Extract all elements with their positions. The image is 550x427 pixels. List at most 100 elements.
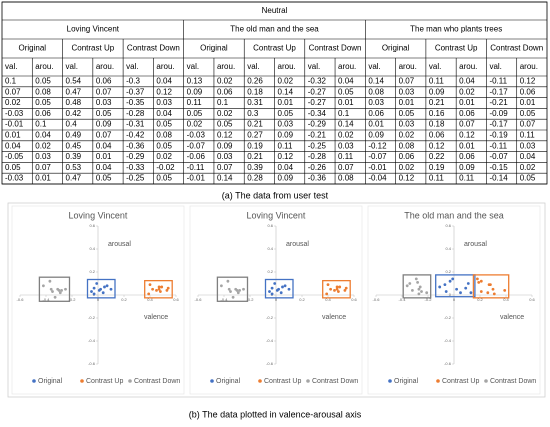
table-cell: 0.16 [429,109,445,118]
table-cell: 0.06 [399,152,415,161]
table-cell: 0.09 [368,131,384,140]
table-cell: 0.11 [278,141,294,150]
table-title: Neutral [262,6,288,15]
point [416,280,419,284]
table-cell: -0.06 [187,152,206,161]
cluster-box [38,276,71,302]
table-cell: 0.07 [217,163,233,172]
table-cell: 0.12 [278,152,294,161]
table-cell: -0.27 [308,87,327,96]
x-tick-label: 0 [453,297,456,302]
y-tick-label: 0.4 [267,246,273,251]
table-cell: 0.14 [278,87,294,96]
table-cell: 0.05 [96,109,112,118]
legend-label: Contrast Up [86,378,123,385]
condition-header: Contrast Down [490,44,543,53]
table-cell: -0.01 [187,174,206,183]
table-cell: 0.06 [35,109,51,118]
y-axis-label: arousal [108,241,131,248]
point [287,287,291,291]
y-tick-label: 0.6 [445,223,451,228]
point [338,285,342,289]
table-cell: -0.3 [126,77,140,86]
table-cell: 0.06 [520,87,536,96]
table-cell: 0.05 [156,174,172,183]
table-cell: -0.11 [489,77,507,86]
point [438,285,442,289]
y-tick-label: -0.6 [88,361,96,366]
y-tick-label: -0.4 [88,338,96,343]
table-cell: 0.07 [96,131,112,140]
point [335,285,339,289]
table-cell: 0.1 [217,98,229,107]
x-tick-label: -0.4 [221,297,229,302]
point [270,292,274,296]
point [491,287,495,291]
table-cell: 0.05 [278,109,294,118]
table-cell: 0.04 [96,163,112,172]
x-axis-label: valence [500,314,524,321]
table-cell: 0.07 [5,87,21,96]
x-tick-label: -0.2 [425,297,433,302]
legend-marker [436,379,440,383]
table-cell: 0.06 [368,109,384,118]
table-cell: -0.14 [489,174,508,183]
film-header: The old man and the sea [230,25,319,34]
point [479,279,483,283]
table-cell: 0.04 [459,77,475,86]
table-cell: 0.12 [156,87,172,96]
table-cell: 0.02 [217,77,233,86]
table-cell: 0.01 [520,98,536,107]
point [159,290,162,293]
point [95,282,99,285]
sub-header: arou. [399,62,417,71]
table-cell: 0.05 [5,163,21,172]
table-cell: -0.17 [489,120,508,129]
x-axis-label: valence [144,314,168,321]
point [281,285,284,289]
x-tick-label: 0.6 [351,297,357,302]
y-tick-label: -0.6 [444,361,452,366]
chart-title: The old man and the sea [404,210,504,220]
table-cell: 0.08 [368,87,384,96]
table-cell: 0.07 [35,163,51,172]
table-cell: 0.01 [459,98,475,107]
point [42,284,45,288]
table-cell: -0.15 [489,163,508,172]
table-cell: -0.12 [368,141,387,150]
table-cell: 0.11 [338,152,354,161]
table-cell: -0.29 [308,120,327,129]
table-cell: 0.19 [247,141,263,150]
point [157,285,161,289]
table-cell: 0.01 [368,120,384,129]
sub-header: arou. [156,62,174,71]
table-cell: 0.06 [217,87,233,96]
table-cell: 0.09 [217,141,233,150]
point [226,279,230,283]
table-cell: 0.04 [520,152,536,161]
table-cell: -0.31 [126,120,145,129]
table-cell: 0.01 [5,131,21,140]
condition-header: Original [18,44,46,53]
point [147,292,151,296]
table-cell: 0.02 [35,141,51,150]
x-tick-label: 0.6 [529,297,535,302]
table-cell: 0.02 [278,77,294,86]
table-cell: -0.03 [187,131,206,140]
sub-header: arou. [520,62,538,71]
table-cell: 0.47 [66,174,82,183]
table-cell: 0.02 [187,120,203,129]
x-tick-label: -0.6 [373,297,381,302]
table-cell: 0.09 [187,87,203,96]
table-cell: 0.11 [429,174,445,183]
table-cell: 0.3 [247,109,259,118]
table-cell: -0.26 [308,163,327,172]
sub-header: val. [66,62,78,71]
point [165,289,169,292]
table-cell: 0.49 [66,131,82,140]
point [231,295,235,299]
point [492,292,496,296]
table-cell: -0.25 [126,174,145,183]
point [279,291,283,295]
point [503,289,507,292]
